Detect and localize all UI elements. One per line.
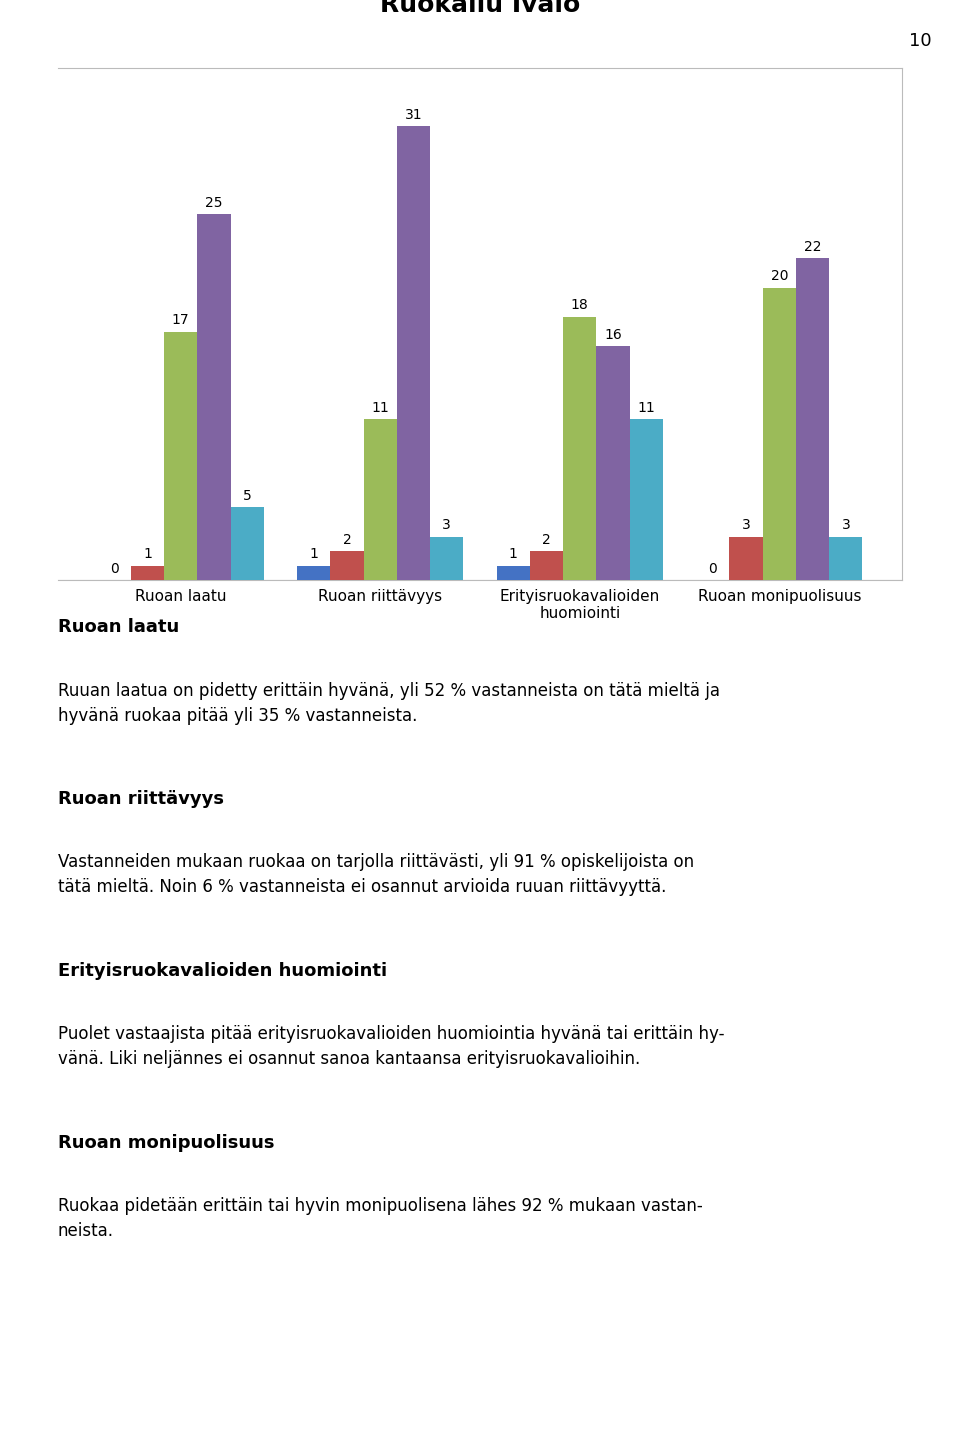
Bar bbox=[164, 332, 198, 580]
Bar bbox=[330, 552, 364, 580]
Text: 3: 3 bbox=[842, 518, 851, 533]
Bar bbox=[630, 419, 663, 580]
Bar bbox=[396, 127, 430, 580]
Text: 1: 1 bbox=[509, 547, 517, 562]
Text: 2: 2 bbox=[542, 533, 551, 547]
Bar bbox=[297, 566, 330, 580]
Bar bbox=[496, 566, 530, 580]
Text: 31: 31 bbox=[405, 108, 422, 123]
Text: 1: 1 bbox=[309, 547, 318, 562]
Bar bbox=[730, 537, 762, 580]
Text: 0: 0 bbox=[109, 562, 118, 576]
Text: 5: 5 bbox=[243, 490, 252, 503]
Text: Ruoan riittävyys: Ruoan riittävyys bbox=[58, 790, 224, 807]
Text: 3: 3 bbox=[443, 518, 451, 533]
Bar bbox=[564, 316, 596, 580]
Text: 18: 18 bbox=[571, 299, 588, 312]
Text: 1: 1 bbox=[143, 547, 152, 562]
Bar bbox=[230, 507, 264, 580]
Title: Ruokailu Ivalo: Ruokailu Ivalo bbox=[380, 0, 580, 17]
Bar bbox=[430, 537, 464, 580]
Text: 16: 16 bbox=[604, 328, 622, 342]
Text: 11: 11 bbox=[372, 401, 389, 414]
Text: Vastanneiden mukaan ruokaa on tarjolla riittävästi, yli 91 % opiskelijoista on
t: Vastanneiden mukaan ruokaa on tarjolla r… bbox=[58, 853, 694, 897]
Text: 17: 17 bbox=[172, 313, 189, 328]
Text: Ruuan laatua on pidetty erittäin hyvänä, yli 52 % vastanneista on tätä mieltä ja: Ruuan laatua on pidetty erittäin hyvänä,… bbox=[58, 682, 720, 725]
Text: Erityisruokavalioiden huomiointi: Erityisruokavalioiden huomiointi bbox=[58, 962, 387, 979]
Bar bbox=[198, 214, 230, 580]
Text: Ruoan laatu: Ruoan laatu bbox=[58, 618, 179, 635]
Text: 11: 11 bbox=[637, 401, 655, 414]
Text: 25: 25 bbox=[205, 196, 223, 209]
Text: Ruoan monipuolisuus: Ruoan monipuolisuus bbox=[58, 1134, 275, 1151]
Bar bbox=[530, 552, 564, 580]
Bar bbox=[596, 347, 630, 580]
Text: 3: 3 bbox=[742, 518, 751, 533]
Text: Ruokaa pidetään erittäin tai hyvin monipuolisena lähes 92 % mukaan vastan-
neist: Ruokaa pidetään erittäin tai hyvin monip… bbox=[58, 1197, 703, 1240]
Bar bbox=[364, 419, 396, 580]
Text: Puolet vastaajista pitää erityisruokavalioiden huomiointia hyvänä tai erittäin h: Puolet vastaajista pitää erityisruokaval… bbox=[58, 1025, 724, 1069]
Text: 2: 2 bbox=[343, 533, 351, 547]
Text: 20: 20 bbox=[771, 269, 788, 283]
Bar bbox=[796, 258, 829, 580]
Bar bbox=[131, 566, 164, 580]
Text: 0: 0 bbox=[708, 562, 717, 576]
Bar bbox=[829, 537, 862, 580]
Bar bbox=[762, 287, 796, 580]
Text: 22: 22 bbox=[804, 240, 822, 254]
Text: 10: 10 bbox=[908, 32, 931, 49]
